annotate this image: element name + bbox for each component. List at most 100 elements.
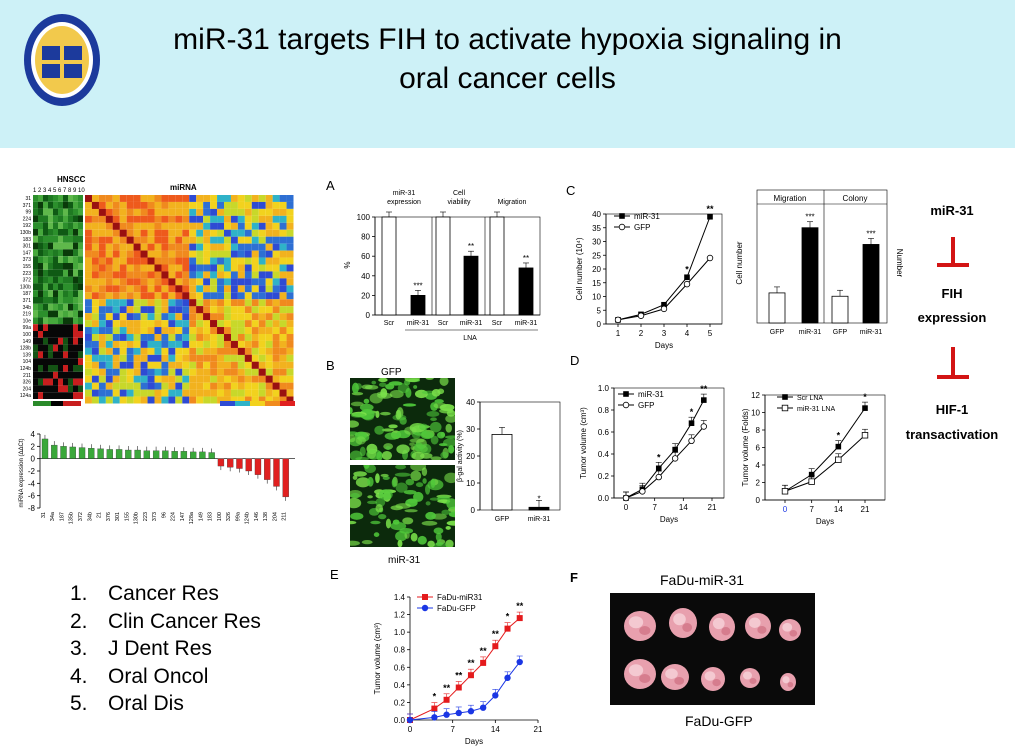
- x-tick-label: 0: [783, 505, 788, 514]
- reference-text: J Dent Res: [108, 637, 212, 660]
- reference-number: 5.: [70, 692, 88, 715]
- heatmap-figure: HNSCC 1 2 3 4 5 6 7 8 9 10 miRNA 3137199…: [20, 175, 295, 406]
- x-tick-label: 14: [491, 725, 500, 734]
- heatmap-row-label: 99: [25, 210, 31, 216]
- significance-mark: *: [685, 264, 689, 274]
- bar: [51, 444, 58, 459]
- bar: [245, 458, 252, 472]
- y-tick-label: 0.0: [598, 494, 610, 503]
- reference-number: 4.: [70, 664, 88, 688]
- y-tick-label: 0.2: [598, 472, 610, 481]
- bar: [199, 451, 206, 459]
- y-tick-label: 0: [756, 496, 761, 505]
- data-point: [467, 672, 474, 679]
- x-tick-label: 99a: [235, 511, 241, 521]
- bar: [115, 449, 123, 459]
- x-tick-label: 376: [106, 512, 112, 521]
- x-tick-label: 326: [226, 512, 232, 521]
- data-point: [504, 625, 511, 632]
- heatmap-row-label: 124a: [20, 393, 31, 399]
- bar: [264, 458, 271, 480]
- y-tick-label: 1.0: [394, 628, 406, 637]
- reference-item: 3. J Dent Res: [70, 635, 261, 663]
- y-tick-label: 12: [751, 391, 760, 400]
- panel-d-right-chart: 0 2 4 6 8 10 12 0 7 14 21 Days Tumor volume (Folds) *…: [741, 391, 886, 526]
- significance-mark: ***: [866, 229, 875, 238]
- y-tick-label: 2: [31, 442, 36, 451]
- data-point: [516, 658, 523, 666]
- heatmap-row-label: 128b: [20, 346, 31, 352]
- legend-label: miR-31: [634, 212, 660, 221]
- x-tick-label: 372: [78, 512, 84, 521]
- bar: [282, 458, 289, 498]
- heatmap-row-label: 139: [23, 352, 32, 358]
- bar: [862, 244, 880, 324]
- bar: [273, 458, 280, 487]
- x-tick-label: miR-31: [799, 329, 822, 336]
- y-tick-label: -6: [28, 492, 36, 501]
- series-line: [784, 434, 866, 492]
- x-tick-label: 96: [161, 512, 167, 518]
- bar: [491, 434, 513, 511]
- y-axis-label: Cell number: [735, 241, 744, 284]
- significance-mark: **: [492, 629, 500, 639]
- data-point: [661, 301, 667, 308]
- hnscc-label: HNSCC: [57, 175, 86, 184]
- legend-marker: [619, 213, 625, 219]
- legend-label: FaDu-GFP: [437, 604, 476, 613]
- reference-item: 4. Oral Oncol: [70, 663, 261, 691]
- heatmap-row-label: 219: [23, 312, 32, 318]
- x-tick-label: 130b: [134, 512, 140, 524]
- slide-title: miR-31 targets FIH to activate hypoxia s…: [115, 20, 900, 98]
- x-axis-label: Days: [465, 737, 483, 746]
- data-point: [614, 316, 622, 324]
- x-tick-label: 31: [41, 512, 47, 518]
- significance-mark: *: [837, 431, 841, 441]
- panel-c-growth-chart: 0 5 10 15 20 25 30 35 40 1 2 3 4 5 Days Cell number (10…: [575, 204, 723, 350]
- x-tick-label: 146: [254, 512, 260, 521]
- x-tick-label: 187: [59, 512, 65, 521]
- data-point: [516, 615, 523, 622]
- legend-label: GFP: [634, 223, 650, 232]
- bar: [217, 458, 225, 467]
- heatmap-row-label: 224: [23, 216, 32, 222]
- data-point: [707, 213, 713, 220]
- panel-d-left-chart: 0.0 0.2 0.4 0.6 0.8 1.0 0 7 14 21 Days Tumor volume…: [579, 384, 725, 524]
- panel-a-letter: A: [326, 178, 335, 193]
- bar: [97, 448, 104, 459]
- legend-marker: [623, 391, 629, 397]
- data-point: [683, 280, 691, 288]
- y-tick-label: 4: [31, 430, 36, 439]
- y-tick-label: -8: [28, 504, 36, 513]
- y-tick-label: 0.4: [598, 450, 610, 459]
- series-line: [409, 661, 521, 721]
- legend-label: GFP: [638, 401, 654, 410]
- x-tick-label: miR-31: [860, 329, 883, 336]
- data-point: [655, 473, 662, 481]
- bar: [463, 255, 479, 316]
- bar: [88, 448, 95, 459]
- panel-e-chart: 0.0 0.2 0.4 0.6 0.8 1.0 1.2 1.4 0 7 14 21 Days Tumor …: [373, 593, 543, 746]
- bar: [236, 458, 243, 469]
- data-point: [808, 478, 815, 485]
- y-axis-label: Cell number (10⁴): [575, 237, 584, 300]
- significance-mark: **: [455, 670, 463, 680]
- heatmap-row-label: 104: [23, 359, 32, 365]
- data-point: [684, 274, 690, 281]
- y-tick-label: 40: [592, 210, 601, 219]
- y-tick-label: 0: [597, 320, 602, 329]
- photo-b-bottom-label: miR-31: [388, 555, 421, 566]
- heatmap-color-keys: [33, 401, 295, 406]
- heatmap-row-label: 130b: [20, 284, 31, 290]
- x-tick-label: Scr: [384, 320, 395, 327]
- heatmap-row-label: 371: [23, 298, 32, 304]
- x-tick-label: 14: [834, 505, 843, 514]
- bar: [143, 450, 151, 459]
- y-tick-label: 0.8: [598, 406, 610, 415]
- inhibit-arrow-2-stem: [951, 347, 955, 377]
- legend-marker: [782, 394, 788, 400]
- y-tick-label: 40: [361, 272, 370, 281]
- x-tick-label: 138: [263, 512, 269, 521]
- data-point: [862, 405, 868, 411]
- reference-text: Clin Cancer Res: [108, 609, 261, 633]
